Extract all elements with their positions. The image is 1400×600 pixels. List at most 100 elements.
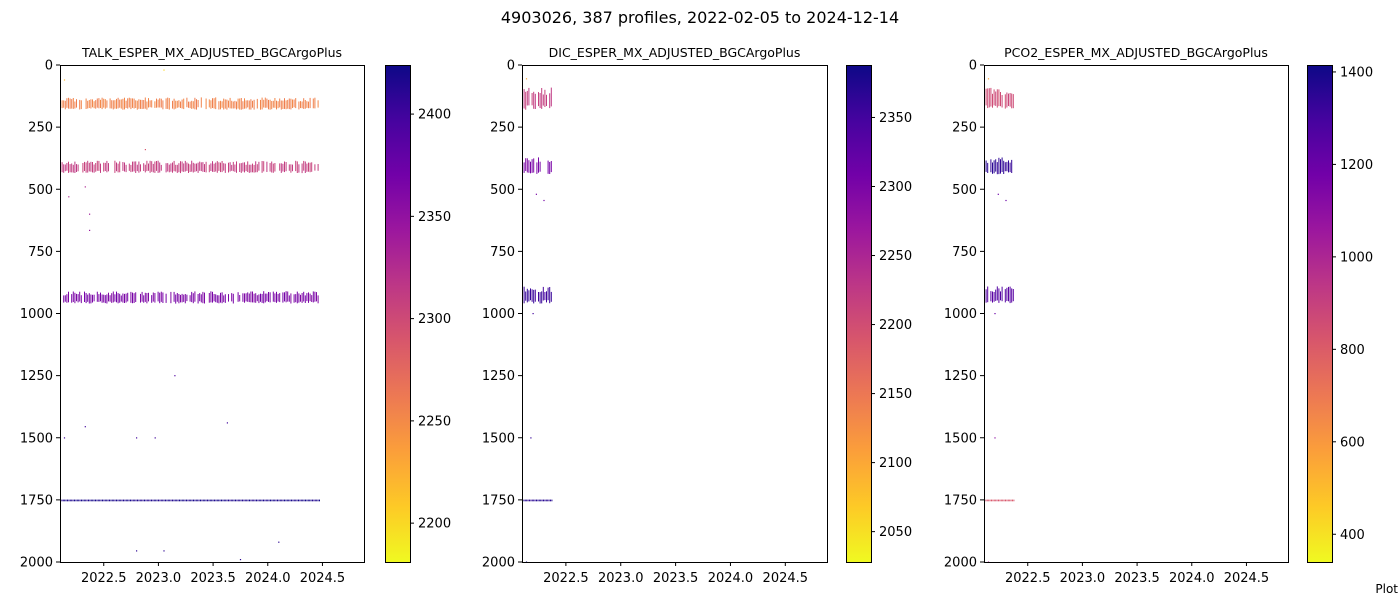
x-tick-label: 2023.5 [1114, 571, 1160, 586]
band-profile [148, 499, 150, 502]
band-profile [202, 162, 204, 172]
band-profile [285, 291, 287, 303]
band-profile [284, 161, 285, 173]
colorbar-tick-label: 2350 [418, 210, 451, 225]
band-profile [188, 163, 189, 173]
band-profile [93, 294, 95, 302]
band-profile [268, 292, 269, 302]
band-profile [550, 499, 551, 502]
band-profile [239, 163, 241, 172]
band-profile [233, 499, 235, 502]
band-profile [998, 157, 1000, 175]
band-profile [1002, 499, 1004, 502]
x-tick-label: 2023.0 [1060, 571, 1106, 586]
band-profile [222, 499, 224, 502]
band-profile [255, 161, 257, 173]
band-profile [242, 162, 244, 172]
band-profile [293, 294, 295, 303]
band-profile [549, 287, 551, 304]
band-profile [290, 164, 292, 173]
data-point [84, 186, 86, 188]
band-profile [183, 499, 185, 502]
band-profile [98, 160, 100, 171]
band-profile [242, 101, 244, 110]
band-profile [108, 292, 109, 302]
data-point [994, 313, 996, 315]
data-point [525, 561, 528, 562]
band-profile [202, 499, 204, 502]
band-profile [197, 162, 199, 173]
band-profile [534, 93, 536, 109]
band-profile [146, 160, 148, 172]
band-profile [240, 98, 242, 110]
data-point [144, 149, 146, 151]
band-profile [237, 499, 239, 502]
band-profile [1009, 286, 1011, 304]
band-profile [301, 163, 303, 174]
band-profile [163, 499, 165, 502]
band-profile [534, 289, 536, 302]
band-profile [544, 292, 546, 301]
band-profile [279, 293, 281, 303]
band-profile [1012, 499, 1013, 502]
band-profile [85, 293, 87, 304]
band-profile [149, 100, 151, 108]
band-profile [260, 99, 261, 110]
band-profile [173, 98, 175, 110]
band-profile [244, 98, 245, 109]
band-profile [111, 293, 113, 303]
band-profile [189, 295, 191, 302]
data-point [63, 437, 66, 439]
corner-text: Plot [1375, 582, 1398, 596]
band-profile [96, 291, 98, 302]
band-profile [92, 99, 93, 108]
data-point [1005, 199, 1007, 202]
band-profile [116, 499, 117, 502]
band-profile [985, 88, 987, 106]
band-profile [244, 293, 245, 303]
band-profile [97, 499, 99, 502]
band-profile [277, 293, 279, 302]
band-profile [256, 98, 258, 109]
band-profile [995, 289, 997, 301]
y-tick-label: 250 [952, 121, 977, 136]
band-profile [303, 499, 305, 502]
band-profile [1008, 160, 1009, 173]
band-profile [285, 499, 287, 502]
band-profile [242, 293, 244, 302]
band-profile [181, 99, 183, 109]
band-profile [1004, 289, 1006, 303]
band-profile [248, 293, 250, 303]
band-profile [533, 289, 535, 304]
band-profile [114, 499, 116, 502]
band-profile [992, 162, 993, 174]
band-profile [293, 99, 295, 108]
band-profile [269, 163, 271, 172]
band-profile [281, 499, 283, 502]
band-profile [208, 499, 210, 502]
colorbar-gradient [385, 65, 410, 562]
band-profile [127, 499, 129, 502]
axes-background [522, 65, 827, 562]
x-tick-label: 2023.5 [653, 571, 699, 586]
band-profile [176, 100, 178, 108]
band-profile [985, 160, 987, 172]
band-profile [235, 499, 236, 502]
band-profile [154, 161, 156, 173]
band-profile [276, 100, 277, 110]
band-profile [1003, 499, 1005, 502]
band-profile [172, 499, 173, 502]
band-profile [117, 163, 119, 173]
band-profile [92, 294, 93, 303]
figure-title: 4903026, 387 profiles, 2022-02-05 to 202… [501, 8, 899, 27]
band-profile [104, 162, 106, 171]
band-profile [181, 293, 183, 303]
band-profile [106, 499, 108, 502]
band-profile [194, 97, 196, 110]
band-profile [215, 162, 217, 172]
band-profile [1001, 286, 1003, 302]
band-profile [547, 499, 549, 502]
band-profile [87, 100, 89, 109]
band-profile [252, 100, 253, 108]
